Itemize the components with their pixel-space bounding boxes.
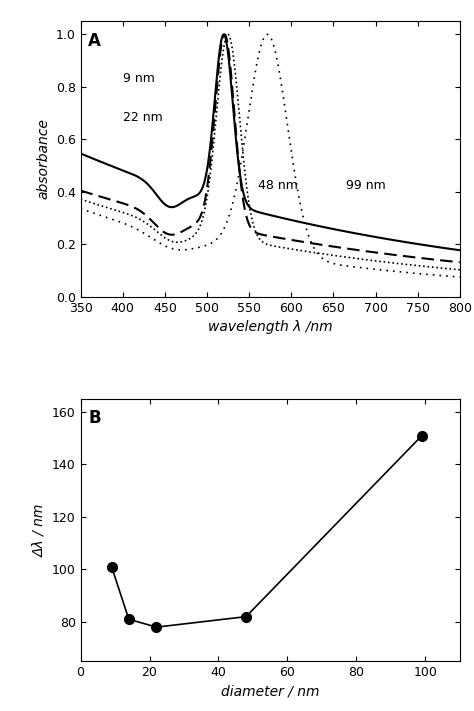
Text: B: B	[88, 410, 101, 427]
Text: 99 nm: 99 nm	[346, 179, 386, 192]
Y-axis label: Δλ / nm: Δλ / nm	[32, 503, 46, 557]
Text: 48 nm: 48 nm	[257, 179, 297, 192]
Y-axis label: absorbance: absorbance	[36, 119, 50, 200]
Text: 22 nm: 22 nm	[123, 111, 163, 124]
Text: A: A	[88, 32, 101, 50]
Text: 9 nm: 9 nm	[123, 72, 155, 85]
X-axis label: wavelength λ /nm: wavelength λ /nm	[208, 320, 332, 334]
X-axis label: diameter / nm: diameter / nm	[221, 685, 319, 699]
